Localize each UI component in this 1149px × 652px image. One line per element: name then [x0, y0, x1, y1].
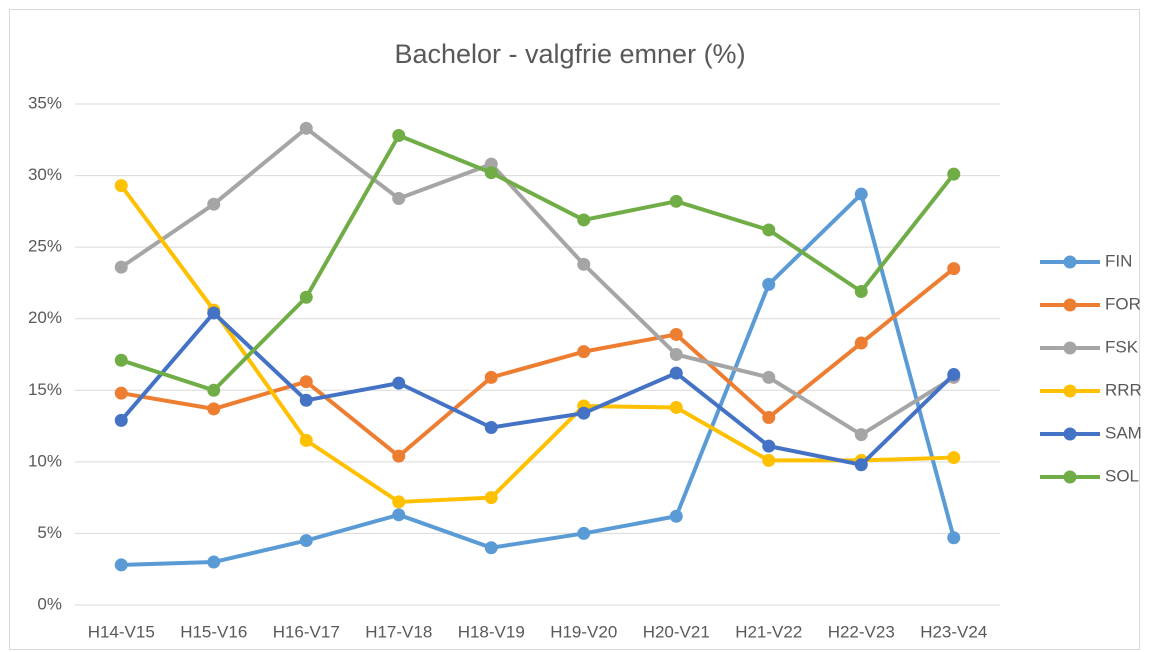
- y-tick-label: 35%: [28, 93, 62, 112]
- x-tick-label: H19-V20: [550, 622, 617, 641]
- data-point: [854, 336, 868, 350]
- legend-label: RRR: [1105, 380, 1142, 399]
- data-point: [762, 370, 776, 384]
- series-line: [120, 126, 955, 437]
- data-point: [669, 366, 683, 380]
- x-tick-label: H20-V21: [643, 622, 710, 641]
- y-tick-label: 30%: [28, 165, 62, 184]
- data-point: [484, 166, 498, 180]
- data-point: [762, 277, 776, 291]
- x-tick-label: H22-V23: [828, 622, 895, 641]
- x-tick-label: H14-V15: [88, 622, 155, 641]
- data-point: [947, 262, 961, 276]
- x-tick-label: H18-V19: [458, 622, 525, 641]
- chart-title: Bachelor - valgfrie emner (%): [394, 39, 745, 69]
- data-point: [392, 495, 406, 509]
- series-line: [120, 133, 956, 393]
- data-point: [207, 555, 221, 569]
- data-point: [299, 375, 313, 389]
- x-tick-label: H16-V17: [273, 622, 340, 641]
- legend-marker: [1063, 341, 1077, 355]
- y-tick-label: 0%: [37, 594, 62, 613]
- data-point: [484, 541, 498, 555]
- series-line: [120, 267, 956, 459]
- data-point: [299, 121, 313, 135]
- y-tick-label: 20%: [28, 308, 62, 327]
- data-point: [854, 285, 868, 299]
- data-point: [299, 534, 313, 548]
- data-point: [484, 491, 498, 505]
- data-point: [854, 458, 868, 472]
- data-point: [114, 386, 128, 400]
- data-point: [484, 370, 498, 384]
- data-point: [207, 306, 221, 320]
- data-point: [762, 410, 776, 424]
- data-point: [577, 257, 591, 271]
- data-point: [762, 439, 776, 453]
- data-point: [854, 428, 868, 442]
- data-point: [392, 191, 406, 205]
- data-point: [207, 197, 221, 211]
- data-point: [669, 400, 683, 414]
- data-point: [669, 194, 683, 208]
- data-point: [947, 451, 961, 465]
- x-tick-label: H21-V22: [735, 622, 802, 641]
- data-point: [392, 128, 406, 142]
- legend-label: FSK: [1105, 337, 1139, 356]
- series-line: [119, 184, 954, 504]
- y-tick-label: 15%: [28, 380, 62, 399]
- legend-label: FIN: [1105, 251, 1132, 270]
- legend-marker: [1063, 427, 1077, 441]
- data-point: [299, 290, 313, 304]
- y-tick-label: 5%: [37, 523, 62, 542]
- data-point: [207, 383, 221, 397]
- x-tick-label: H17-V18: [365, 622, 432, 641]
- data-point: [577, 213, 591, 227]
- legend-marker: [1063, 255, 1077, 269]
- series-line: [121, 192, 956, 567]
- data-point: [669, 327, 683, 341]
- data-point: [947, 167, 961, 181]
- chart-border: [9, 9, 1140, 650]
- data-point: [114, 353, 128, 367]
- data-point: [577, 345, 591, 359]
- data-point: [762, 453, 776, 467]
- y-tick-label: 10%: [28, 451, 62, 470]
- legend-marker: [1063, 470, 1077, 484]
- y-tick-label: 25%: [28, 237, 62, 256]
- data-point: [947, 368, 961, 382]
- data-point: [577, 406, 591, 420]
- data-point: [577, 526, 591, 540]
- data-point: [114, 260, 128, 274]
- x-tick-label: H23-V24: [920, 622, 987, 641]
- data-point: [669, 348, 683, 361]
- data-point: [207, 402, 221, 416]
- data-point: [114, 558, 128, 572]
- data-point: [299, 433, 313, 447]
- legend-label: SAM: [1105, 423, 1142, 442]
- data-point: [669, 509, 683, 523]
- data-point: [392, 449, 406, 463]
- x-tick-label: H15-V16: [180, 622, 247, 641]
- data-point: [392, 376, 406, 390]
- data-point: [392, 508, 406, 522]
- legend-marker: [1063, 298, 1077, 312]
- legend-label: FOR: [1105, 294, 1141, 313]
- data-point: [762, 223, 776, 237]
- legend-label: SOL: [1105, 466, 1139, 485]
- data-point: [114, 179, 128, 193]
- data-point: [947, 531, 961, 545]
- data-point: [299, 393, 313, 407]
- series-line: [119, 310, 956, 467]
- data-point: [484, 421, 498, 435]
- data-point: [114, 413, 128, 427]
- legend-marker: [1063, 384, 1077, 398]
- data-point: [854, 187, 868, 201]
